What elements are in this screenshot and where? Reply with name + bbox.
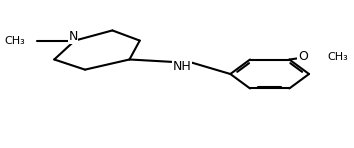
Text: NH: NH (173, 59, 192, 73)
Text: O: O (298, 50, 308, 63)
Text: CH₃: CH₃ (5, 36, 25, 46)
Text: N: N (68, 30, 78, 44)
Text: CH₃: CH₃ (327, 52, 348, 62)
